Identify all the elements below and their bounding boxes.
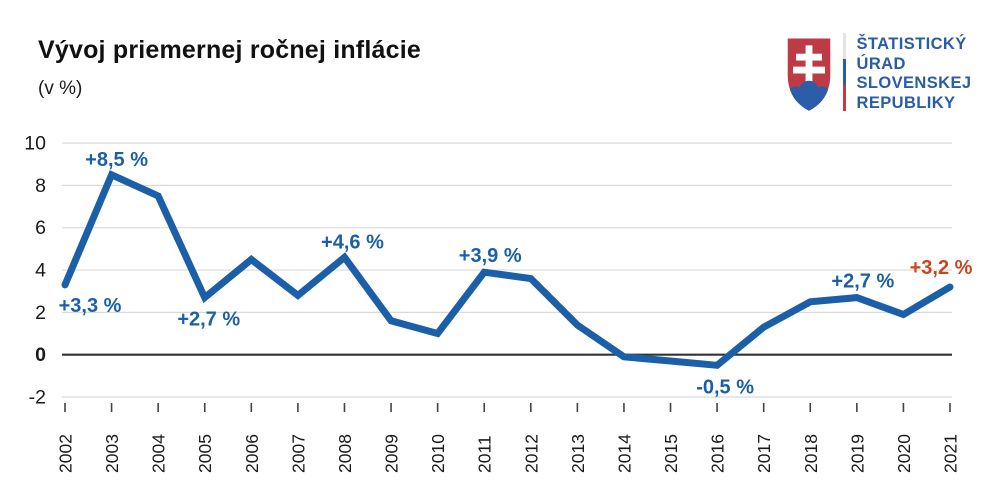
x-tick-label: 2019 (847, 434, 867, 473)
x-tick-label: 2018 (801, 434, 821, 473)
y-tick-label: -2 (29, 387, 46, 409)
data-label-2002: +3,3 % (59, 295, 122, 317)
x-tick-label: 2015 (661, 434, 681, 473)
data-label-2011: +3,9 % (459, 245, 522, 267)
page-title: Vývoj priemernej ročnej inflácie (38, 36, 421, 64)
data-label-2005: +2,7 % (177, 309, 240, 331)
x-tick-label: 2006 (242, 434, 262, 473)
x-tick-label: 2014 (614, 434, 634, 473)
x-tick-label: 2009 (382, 434, 402, 473)
y-tick-label: 8 (35, 175, 46, 197)
logo-text-line: REPUBLIKY (856, 93, 956, 112)
data-label-2008: +4,6 % (321, 231, 384, 253)
susr-logo: ŠTATISTICKÝ ÚRAD SLOVENSKEJ REPUBLIKY (786, 33, 971, 113)
double-cross (793, 45, 825, 90)
logo-text-line: SLOVENSKEJ (856, 74, 972, 92)
x-tick-label: 2016 (708, 434, 728, 473)
x-tick-label: 2010 (428, 434, 448, 473)
x-tick-label: 2011 (475, 435, 495, 473)
y-tick-label: 10 (24, 133, 46, 155)
logo-text-line: ÚRAD (856, 54, 906, 73)
slovak-coat-of-arms-icon (787, 38, 831, 111)
x-tick-label: 2008 (335, 434, 355, 473)
x-tick-label: 2021 (941, 434, 961, 473)
data-label-2003: +8,5 % (85, 149, 148, 171)
data-label-2021: +3,2 % (910, 257, 973, 279)
y-tick-label: 6 (35, 217, 46, 239)
x-tick-label: 2003 (102, 434, 122, 473)
x-tick-label: 2017 (754, 434, 774, 473)
x-tick-label: 2013 (568, 434, 588, 473)
x-tick-label: 2020 (894, 434, 914, 473)
data-label-2019: +2,7 % (831, 271, 894, 293)
y-tick-label: 0 (35, 344, 46, 366)
x-tick-label: 2002 (56, 434, 76, 473)
x-tick-label: 2012 (521, 434, 541, 473)
x-tick-label: 2007 (288, 434, 308, 473)
x-tick-label: 2004 (149, 434, 169, 473)
logo-wordmark: ŠTATISTICKÝ ÚRAD SLOVENSKEJ REPUBLIKY (857, 35, 972, 113)
x-tick-label: 2005 (195, 434, 215, 473)
y-tick-label: 2 (35, 302, 46, 324)
inflation-line (61, 170, 954, 369)
chart-subtitle: (v %) (38, 78, 83, 99)
logo-text-line: ŠTATISTICKÝ (856, 35, 967, 53)
data-label-2016: -0,5 % (696, 376, 754, 398)
y-tick-label: 4 (35, 260, 46, 282)
logo-tricolor-divider (843, 33, 846, 111)
